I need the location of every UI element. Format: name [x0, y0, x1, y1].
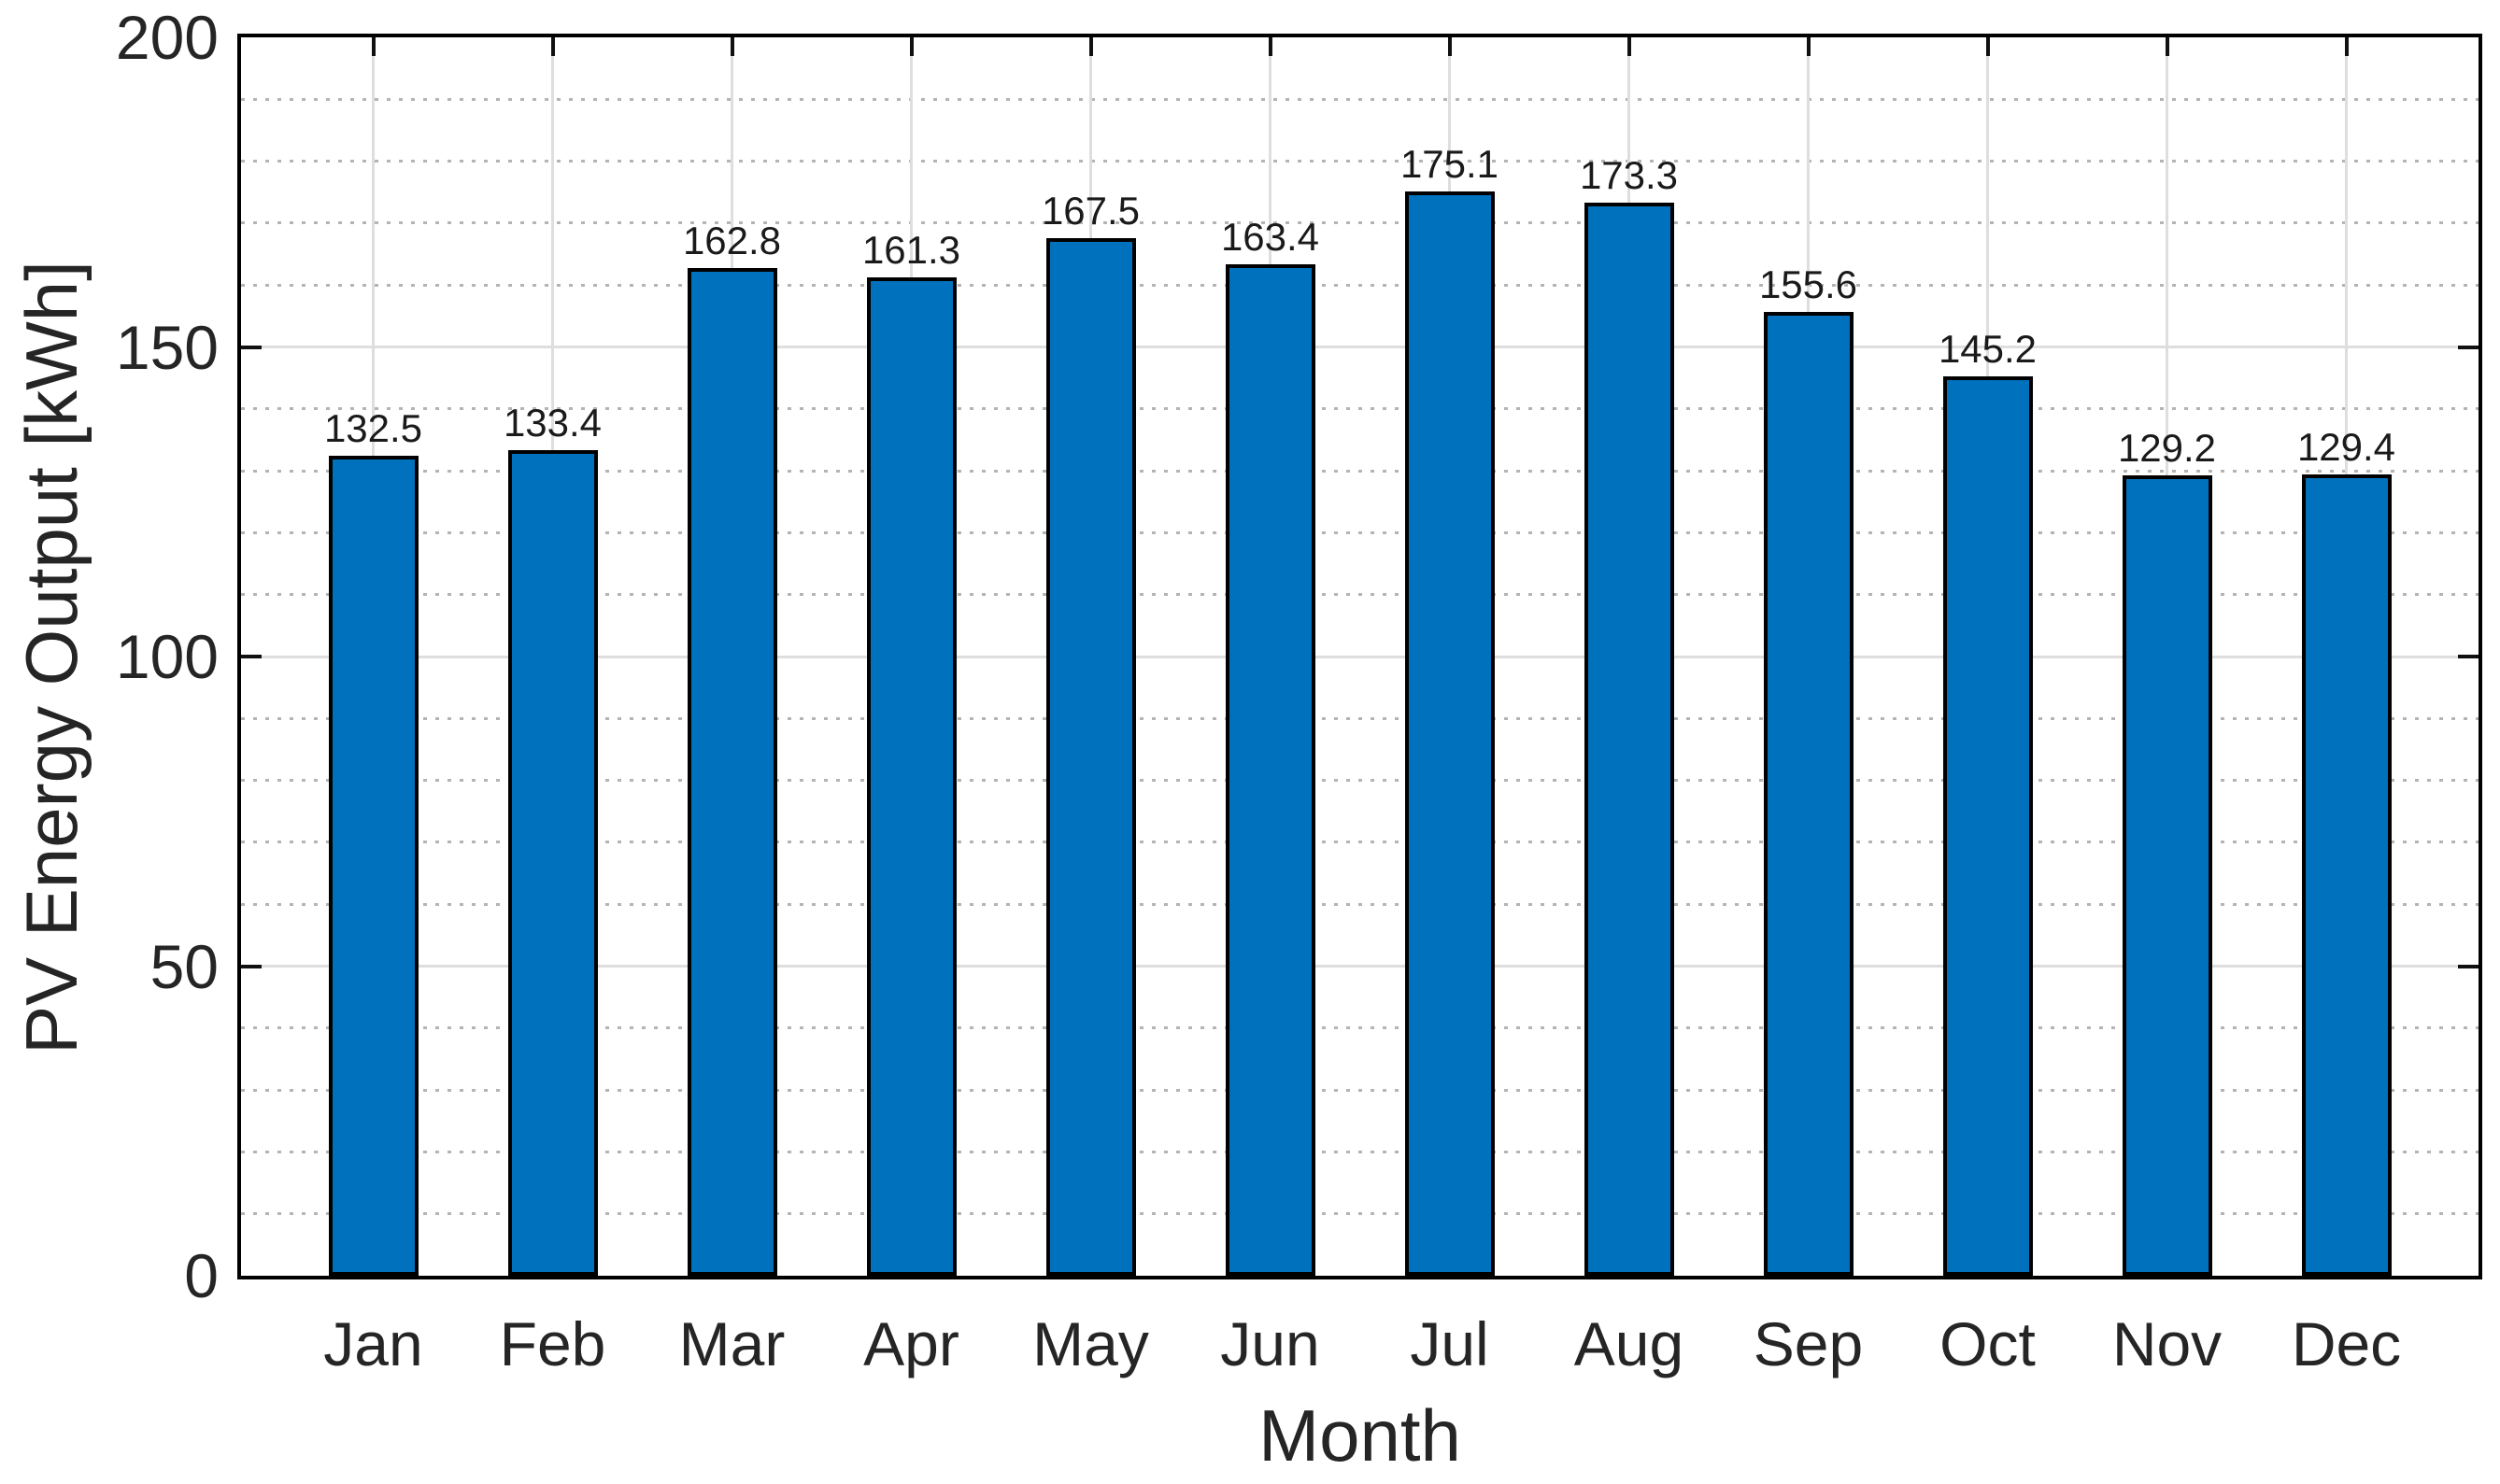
- bar-value-label: 155.6: [1758, 262, 1858, 307]
- y-major-gridline: [241, 655, 2479, 658]
- bar-jun: [1225, 263, 1315, 1276]
- y-tick-mark: [2458, 964, 2479, 968]
- y-tick-mark: [241, 345, 262, 349]
- x-tick-label-nov: Nov: [2111, 1309, 2223, 1378]
- x-tick-mark: [2344, 37, 2349, 56]
- y-tick-label: 100: [115, 622, 219, 691]
- bar-sep: [1763, 312, 1854, 1276]
- y-minor-gridline: [241, 779, 2479, 783]
- y-major-gridline: [241, 965, 2479, 968]
- x-axis-label: Month: [1258, 1394, 1461, 1477]
- y-minor-gridline: [241, 221, 2479, 225]
- x-tick-label-feb: Feb: [499, 1309, 606, 1378]
- bar-apr: [866, 276, 957, 1276]
- x-tick-mark: [909, 37, 914, 56]
- x-tick-label-oct: Oct: [1939, 1309, 2036, 1378]
- x-tick-label-sep: Sep: [1753, 1309, 1864, 1378]
- x-tick-mark: [1088, 37, 1093, 56]
- bar-value-label: 132.5: [323, 405, 423, 450]
- bar-feb: [507, 449, 598, 1276]
- bar-dec: [2301, 474, 2392, 1276]
- x-tick-label-dec: Dec: [2291, 1309, 2402, 1378]
- y-minor-gridline: [241, 716, 2479, 720]
- y-minor-gridline: [241, 469, 2479, 473]
- x-tick-label-may: May: [1032, 1309, 1149, 1378]
- y-tick-mark: [2458, 345, 2479, 349]
- y-minor-gridline: [241, 407, 2479, 411]
- x-tick-label-jan: Jan: [323, 1309, 423, 1378]
- bar-mar: [687, 267, 777, 1276]
- x-tick-mark: [1268, 37, 1272, 56]
- y-minor-gridline: [241, 902, 2479, 906]
- bar-value-label: 133.4: [503, 400, 603, 445]
- y-minor-gridline: [241, 841, 2479, 844]
- y-tick-label: 50: [149, 931, 219, 1001]
- bar-value-label: 145.2: [1938, 327, 2038, 372]
- x-tick-mark: [1806, 37, 1811, 56]
- y-tick-mark: [2458, 655, 2479, 658]
- y-tick-mark: [241, 655, 262, 658]
- x-tick-mark: [1447, 37, 1452, 56]
- y-minor-gridline: [241, 283, 2479, 287]
- y-minor-gridline: [241, 1212, 2479, 1216]
- bar-jan: [328, 455, 419, 1276]
- bar-nov: [2122, 475, 2212, 1276]
- x-tick-mark: [550, 37, 555, 56]
- y-minor-gridline: [241, 160, 2479, 163]
- x-tick-label-apr: Apr: [863, 1309, 959, 1378]
- y-axis-label: PV Energy Output [kWh]: [10, 261, 92, 1054]
- y-tick-label: 0: [184, 1241, 219, 1310]
- bar-oct: [1942, 376, 2033, 1276]
- x-tick-mark: [730, 37, 734, 56]
- bar-value-label: 161.3: [861, 227, 961, 272]
- y-tick-label: 150: [115, 312, 219, 382]
- y-tick-label: 200: [115, 3, 219, 72]
- plot-area: 132.5 133.4 162.8 161.3 167.5 163.4 175.1 173.3…: [237, 34, 2482, 1279]
- bar-aug: [1584, 203, 1674, 1276]
- y-minor-gridline: [241, 530, 2479, 534]
- x-tick-mark: [371, 37, 376, 56]
- bar-may: [1045, 238, 1136, 1276]
- y-major-gridline: [241, 346, 2479, 348]
- bar-value-label: 129.2: [2117, 426, 2217, 471]
- x-tick-label-jun: Jun: [1220, 1309, 1320, 1378]
- x-tick-mark: [2165, 37, 2169, 56]
- x-tick-label-mar: Mar: [678, 1309, 786, 1378]
- bar-jul: [1404, 191, 1495, 1276]
- x-tick-mark: [1985, 37, 1990, 56]
- bar-value-label: 167.5: [1041, 189, 1141, 233]
- y-minor-gridline: [241, 97, 2479, 101]
- y-minor-gridline: [241, 593, 2479, 597]
- x-tick-mark: [1626, 37, 1631, 56]
- y-minor-gridline: [241, 1088, 2479, 1092]
- y-minor-gridline: [241, 1026, 2479, 1030]
- y-tick-mark: [241, 964, 262, 968]
- x-tick-label-aug: Aug: [1573, 1309, 1684, 1378]
- x-tick-label-jul: Jul: [1410, 1309, 1489, 1378]
- bar-value-label: 173.3: [1579, 153, 1679, 198]
- bar-value-label: 163.4: [1220, 214, 1320, 259]
- bar-value-label: 175.1: [1399, 142, 1499, 187]
- bar-value-label: 162.8: [682, 218, 782, 262]
- bar-value-label: 129.4: [2296, 425, 2396, 470]
- y-minor-gridline: [241, 1150, 2479, 1153]
